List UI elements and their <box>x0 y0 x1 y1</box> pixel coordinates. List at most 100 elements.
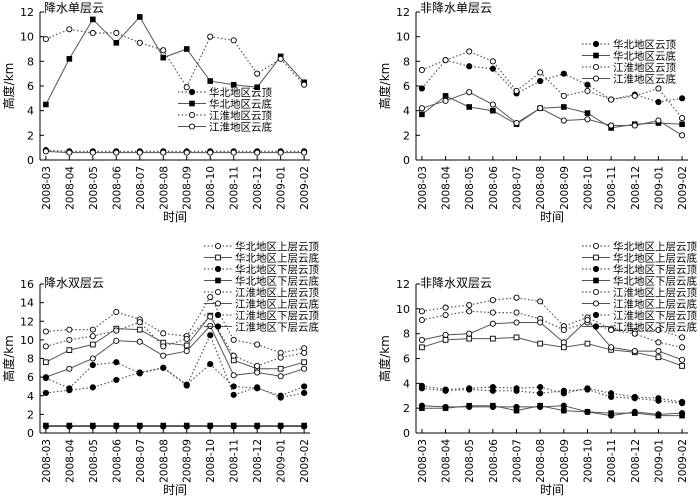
data-point <box>277 149 284 156</box>
data-point <box>230 423 237 430</box>
data-point <box>207 360 214 368</box>
data-point <box>207 322 214 329</box>
x-tick-label: 2008-04 <box>64 439 76 483</box>
data-point <box>301 81 308 88</box>
data-point <box>466 335 473 342</box>
data-point <box>66 365 73 372</box>
legend-swatch-marker <box>592 288 600 296</box>
legend-swatch-marker <box>214 265 222 273</box>
series-line <box>45 28 305 89</box>
data-point <box>489 387 496 394</box>
y-axis-title: 高度/km <box>1 335 16 382</box>
data-point <box>513 387 520 394</box>
data-point <box>183 347 190 355</box>
legend-label: 华北地区下层云底 <box>235 275 319 288</box>
data-point <box>113 423 120 430</box>
data-point <box>183 84 190 91</box>
x-tick-label: 2008-12 <box>630 439 642 483</box>
x-tick-label: 2009-01 <box>653 439 665 483</box>
legend-label: 江淮地区下层云顶 <box>235 309 319 322</box>
chart-panel-3: 0 2 4 6 8 10 12 14 16 2008-03 2008-04 2008-05 2008-0… <box>1 240 319 497</box>
data-point <box>418 402 426 409</box>
x-tick-label: 2008-05 <box>464 439 476 483</box>
x-axis-title: 时间 <box>163 210 187 224</box>
data-point <box>66 56 73 62</box>
data-point <box>113 327 120 334</box>
data-point <box>254 385 261 392</box>
data-point <box>537 319 544 326</box>
legend-swatch-marker <box>592 323 600 330</box>
data-point <box>301 423 308 430</box>
data-point <box>584 340 591 347</box>
data-point <box>679 121 685 128</box>
data-point <box>183 423 190 430</box>
data-point <box>113 40 120 46</box>
x-tick-label: 2009-01 <box>276 439 288 483</box>
x-tick-label: 2008-11 <box>606 166 618 210</box>
data-point <box>678 95 686 102</box>
legend-swatch-marker <box>592 265 600 273</box>
x-tick-label: 2008-05 <box>88 166 100 210</box>
data-point <box>136 326 143 333</box>
data-point <box>679 132 686 139</box>
x-tick-label: 2008-08 <box>158 439 170 483</box>
data-point <box>207 293 214 301</box>
y-tick-label: 16 <box>20 278 34 291</box>
data-point <box>560 402 567 409</box>
data-point <box>183 46 190 52</box>
data-point <box>678 410 686 417</box>
x-tick-label: 2008-05 <box>88 439 100 483</box>
series-3 <box>418 48 686 122</box>
x-tick-label: 2008-10 <box>582 439 594 483</box>
x-tick-label: 2008-06 <box>488 439 500 483</box>
x-tick-label: 2008-11 <box>229 166 241 210</box>
data-point <box>230 372 237 379</box>
series-line <box>421 95 683 129</box>
legend-label: 华北地区下层云底 <box>613 275 697 288</box>
x-axis-title: 时间 <box>540 483 564 497</box>
y-axis-title: 高度/km <box>377 335 392 382</box>
data-point <box>655 326 662 333</box>
data-point <box>183 335 190 342</box>
data-point <box>43 359 49 366</box>
data-point <box>655 117 662 124</box>
data-point <box>254 341 261 348</box>
data-point <box>490 335 496 342</box>
data-point <box>301 389 308 397</box>
y-tick-label: 4 <box>27 390 34 403</box>
data-point <box>160 54 167 61</box>
x-tick-label: 2008-09 <box>182 166 194 210</box>
data-point <box>489 320 496 327</box>
data-point <box>254 423 261 430</box>
data-point <box>537 340 544 347</box>
data-point <box>608 344 615 351</box>
data-point <box>679 363 685 369</box>
data-point <box>442 387 449 394</box>
data-point <box>136 370 143 377</box>
legend-swatch-marker <box>592 311 600 319</box>
data-point <box>560 387 567 394</box>
data-point <box>418 105 425 112</box>
y-tick-label: 8 <box>403 55 410 68</box>
data-point <box>160 423 167 430</box>
legend-label: 江淮地区下层云底 <box>613 321 697 334</box>
data-point <box>160 343 167 350</box>
x-tick-label: 2008-07 <box>512 439 524 483</box>
data-point <box>561 104 567 110</box>
data-point <box>489 403 496 411</box>
data-point <box>419 344 425 351</box>
legend-label: 华北地区云底 <box>613 50 676 63</box>
x-tick-label: 2008-03 <box>41 166 53 210</box>
series-7 <box>418 385 686 407</box>
data-point <box>136 149 143 156</box>
legend-label: 华北地区下层云顶 <box>613 263 697 276</box>
data-point <box>418 385 426 392</box>
data-point <box>489 309 496 316</box>
data-point <box>418 308 425 315</box>
x-tick-label: 2008-12 <box>630 166 642 210</box>
data-point <box>608 326 615 333</box>
data-point <box>42 343 49 350</box>
data-point <box>419 111 425 118</box>
data-point <box>584 87 591 94</box>
